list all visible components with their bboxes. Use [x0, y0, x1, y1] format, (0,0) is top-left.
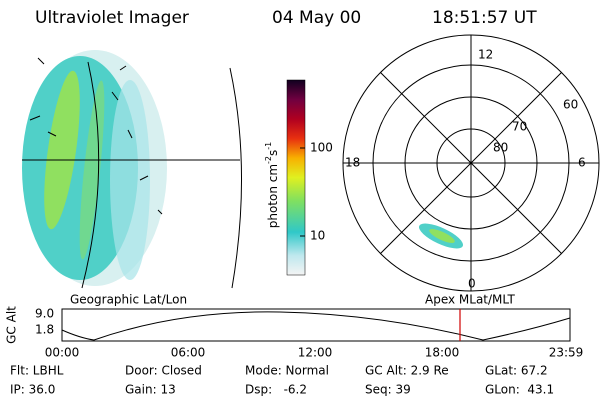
date: 04 May 00: [272, 8, 361, 28]
header: Ultraviolet Imager 04 May 00 18:51:57 UT: [35, 8, 537, 28]
x-tick-label: 06:00: [171, 346, 206, 360]
mlat-label: 60: [563, 98, 578, 112]
geographic-image: [22, 50, 243, 289]
colorbar-tick: 10: [310, 229, 325, 243]
footer-field: GC Alt: 2.9 Re: [365, 364, 449, 378]
x-tick-label: 12:00: [298, 346, 333, 360]
altitude-plot: GC Alt 9.0 1.8 00:00 06:00 12:00 18:00 2…: [5, 306, 584, 360]
axis-label: GC Alt: [5, 306, 19, 344]
title: Ultraviolet Imager: [35, 8, 189, 28]
footer-field: Door: Closed: [125, 364, 202, 378]
panel-label: Apex MLat/MLT: [425, 293, 515, 307]
mlt-label: 12: [478, 48, 493, 62]
mlat-label: 70: [512, 120, 527, 134]
footer-field: Flt: LBHL: [10, 364, 64, 378]
x-tick-label: 00:00: [45, 346, 80, 360]
time: 18:51:57 UT: [432, 8, 537, 28]
footer-field: Seq: 39: [365, 383, 411, 397]
y-tick-label: 9.0: [35, 307, 54, 321]
footer-field: GLat: 67.2: [485, 364, 548, 378]
colorbar: 100 10 photon cm-2s-1: [264, 79, 333, 276]
footer-field: IP: 36.0: [10, 383, 55, 397]
footer-field: Gain: 13: [125, 383, 176, 397]
mlt-label: 0: [468, 277, 476, 291]
colorbar-label: photon cm-2s-1: [264, 142, 280, 229]
polar-plot: 12 18 6 0 60 70 80: [342, 34, 600, 292]
footer-field: Dsp: -6.2: [245, 383, 307, 397]
mlat-label: 80: [493, 141, 508, 155]
x-tick-label: 23:59: [549, 346, 584, 360]
mlt-label: 18: [345, 156, 360, 170]
footer: Flt: LBHL Door: Closed Mode: Normal GC Alt:…: [10, 364, 554, 397]
y-tick-label: 1.8: [35, 323, 54, 337]
x-tick-label: 18:00: [425, 346, 460, 360]
footer-field: Mode: Normal: [245, 364, 329, 378]
footer-field: GLon: 43.1: [485, 383, 554, 397]
mlt-label: 6: [578, 156, 586, 170]
panel-label: Geographic Lat/Lon: [70, 293, 187, 307]
colorbar-tick: 100: [310, 141, 333, 155]
